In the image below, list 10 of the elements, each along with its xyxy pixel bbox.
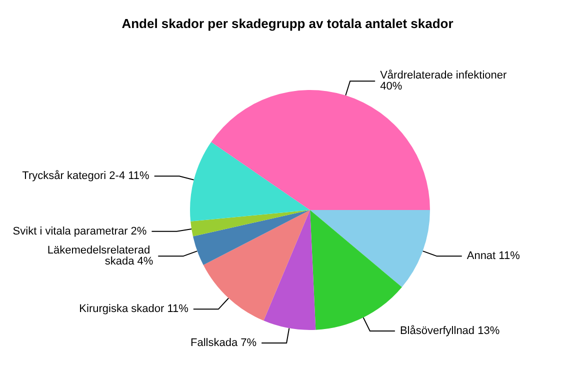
slice-label: Kirurgiska skador 11% [79,303,189,316]
slice-label: Svikt i vitala parametrar 2% [12,225,147,238]
chart-title: Andel skador per skadegrupp av totala antalet skador [122,16,454,31]
slice-label: Läkemedelsrelaterad skada 4% [47,244,154,268]
slice-label: Annat 11% [466,250,520,262]
slice-label: Blåsöverfyllnad 13% [400,324,500,337]
slice-label: Vårdrelaterade infektioner [380,70,510,82]
slice-label: Fallskada 7% [190,336,257,349]
data-label: 40% [380,80,402,93]
slice-label: Trycksår kategori 2-4 11% [22,170,150,182]
